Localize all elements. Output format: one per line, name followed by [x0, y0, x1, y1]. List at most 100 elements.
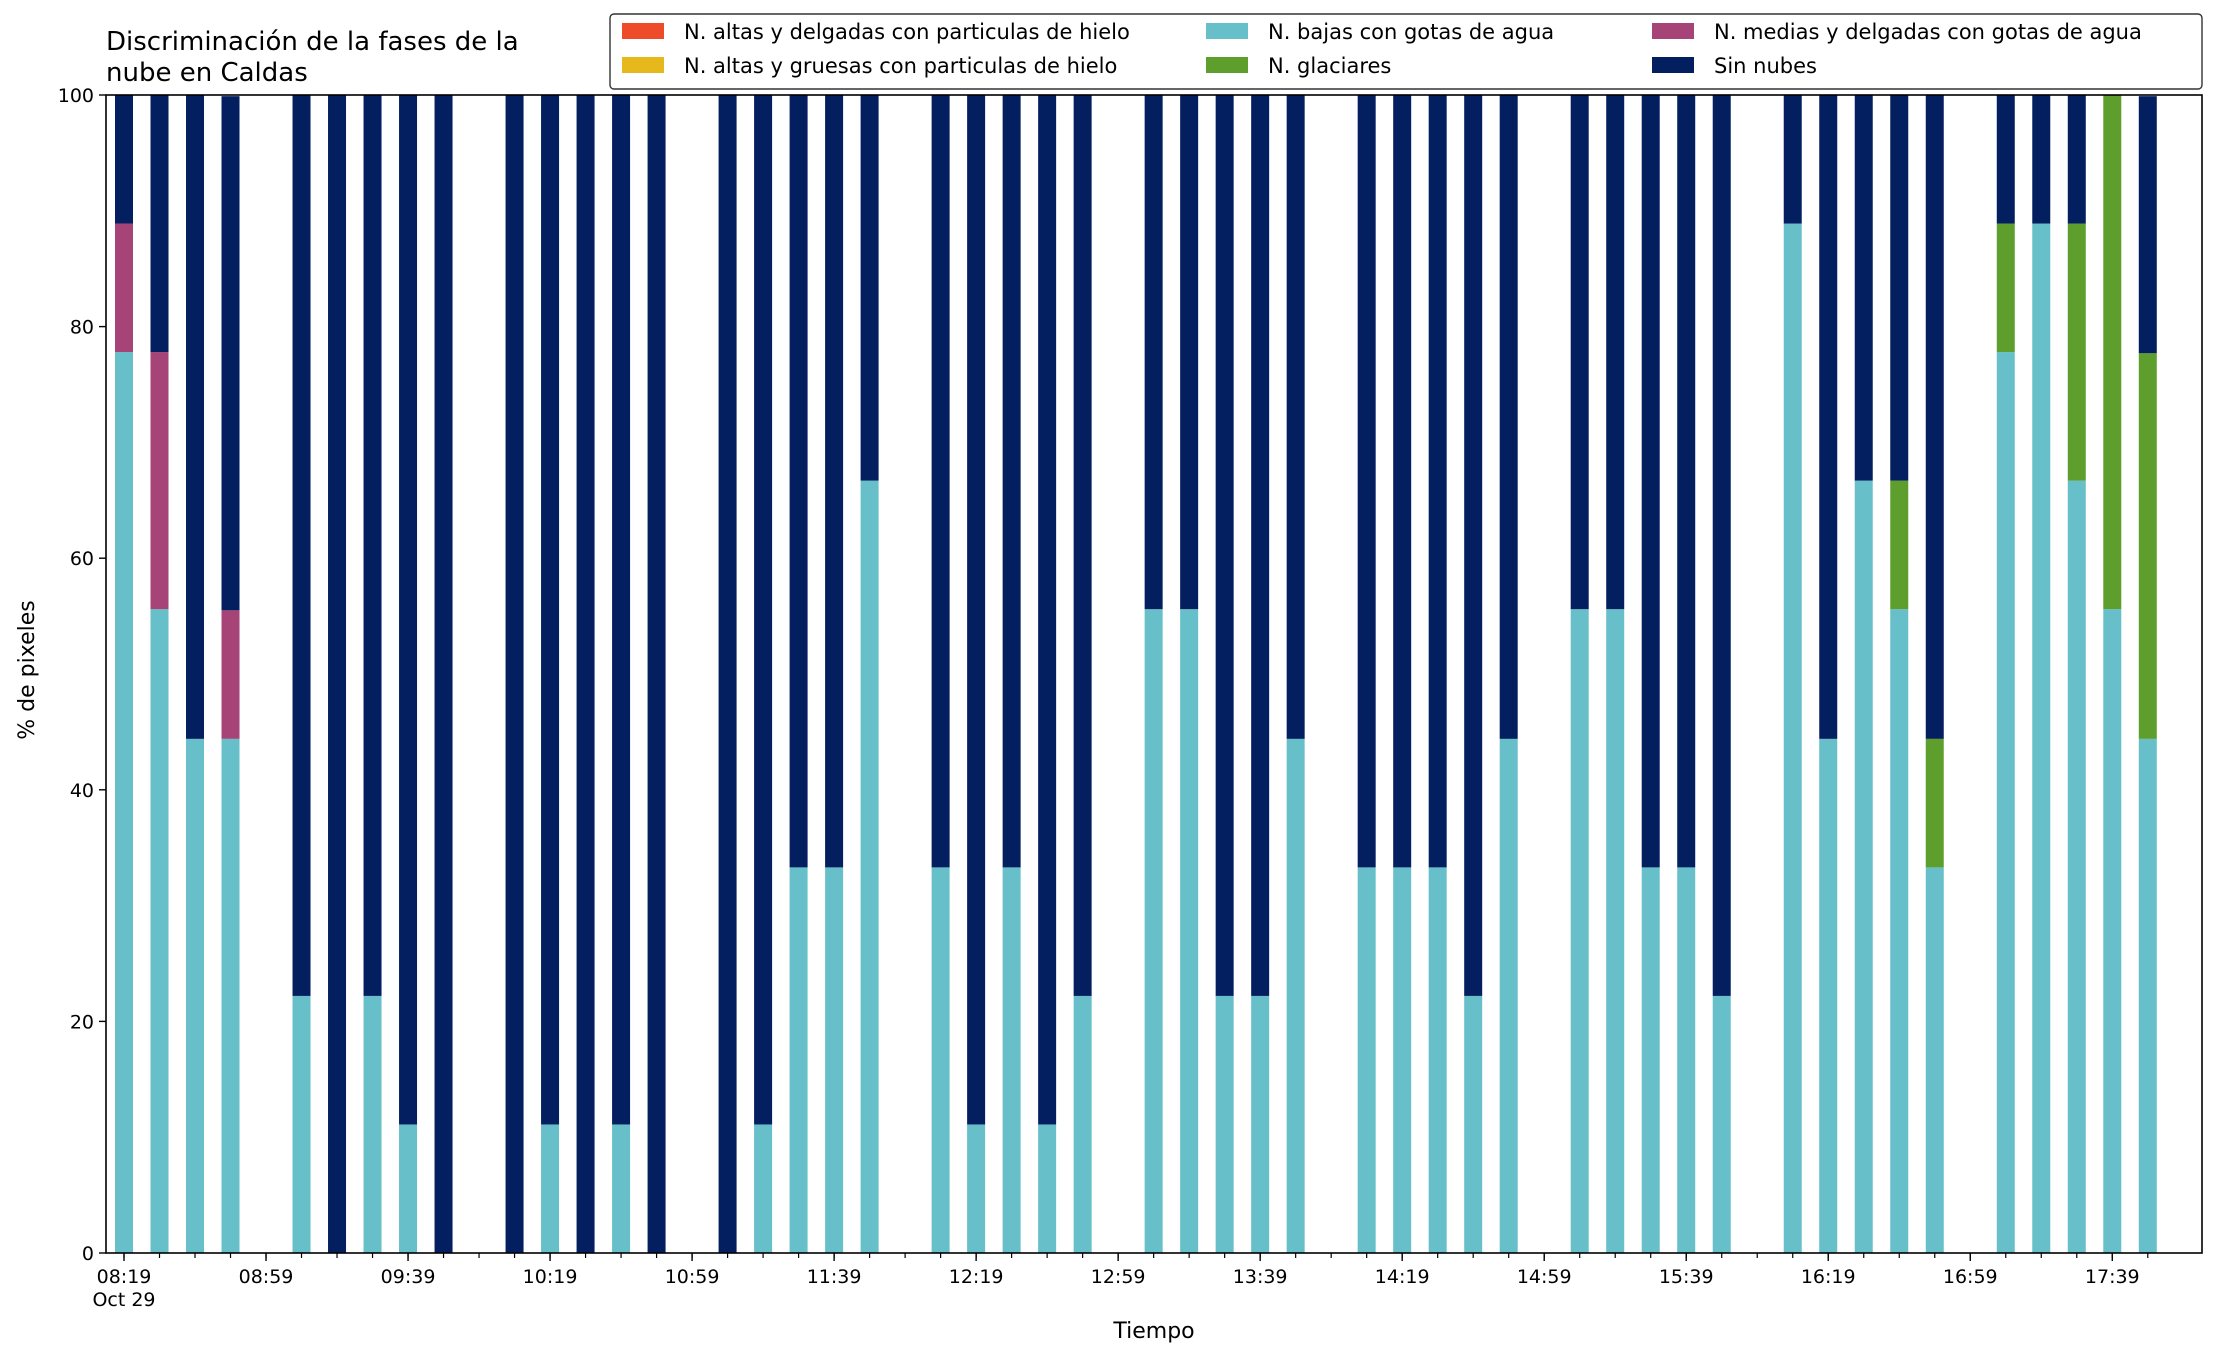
bar-segment — [825, 867, 844, 1253]
x-tick-label: 08:59 — [239, 1266, 294, 1288]
bar-segment — [2103, 95, 2122, 610]
bar-segment — [1251, 95, 1270, 996]
bar-segment — [1712, 95, 1731, 996]
bar-segment — [1819, 95, 1838, 739]
bar-segment — [1925, 95, 1944, 739]
bar-segment — [1996, 352, 2015, 1253]
legend-swatch — [1652, 57, 1694, 73]
x-tick-label: 08:19 — [97, 1266, 152, 1288]
bar-segment — [150, 95, 169, 353]
bar-segment — [1180, 609, 1199, 1253]
x-tick-label: 16:19 — [1801, 1266, 1856, 1288]
bar-segment — [1499, 95, 1518, 739]
bar-segment — [2138, 96, 2157, 354]
bar-segment — [115, 352, 133, 1253]
bar-segment — [2067, 95, 2086, 224]
bars — [115, 95, 2157, 1254]
bar-segment — [363, 95, 382, 996]
legend-swatch — [622, 57, 664, 73]
legend-swatch — [622, 23, 664, 39]
bar-segment — [789, 95, 808, 868]
bar-segment — [150, 609, 169, 1253]
bar-segment — [1428, 95, 1447, 868]
legend-box — [609, 13, 2203, 90]
x-tick-label: 09:39 — [381, 1266, 436, 1288]
bar-segment — [1712, 995, 1731, 1253]
x-tick-label: 15:39 — [1659, 1266, 1714, 1288]
x-tick-label: 11:39 — [807, 1266, 862, 1288]
bar-segment — [328, 95, 347, 1253]
bar-segment — [1073, 995, 1092, 1253]
bar-segment — [2103, 609, 2122, 1253]
bar-segment — [1393, 95, 1412, 868]
bar-segment — [186, 95, 205, 739]
bar-segment — [825, 95, 844, 868]
x-tick-label: 10:59 — [665, 1266, 720, 1288]
y-tick-label: 60 — [70, 548, 94, 570]
bar-segment — [1854, 95, 1873, 481]
bar-segment — [150, 352, 169, 610]
bar-segment — [505, 95, 524, 1253]
bar-segment — [1215, 995, 1234, 1253]
x-tick-label: 17:39 — [2085, 1266, 2140, 1288]
bar-segment — [2067, 223, 2086, 481]
bar-segment — [1925, 867, 1944, 1253]
bar-segment — [1677, 867, 1696, 1253]
bar-segment — [1286, 95, 1305, 739]
bar-segment — [1996, 95, 2015, 224]
bar-segment — [1144, 95, 1163, 610]
y-tick-label: 40 — [70, 780, 94, 802]
bar-segment — [221, 96, 240, 611]
bar-segment — [1819, 738, 1838, 1253]
bar-segment — [1890, 609, 1909, 1253]
legend-swatch — [1206, 23, 1248, 39]
bar-segment — [754, 1124, 773, 1253]
bar-segment — [541, 1124, 560, 1253]
legend-label: Sin nubes — [1714, 54, 1817, 78]
bar-segment — [1286, 738, 1305, 1253]
bar-segment — [754, 95, 773, 1125]
bar-segment — [860, 95, 879, 481]
bar-segment — [1641, 95, 1660, 868]
legend-label: N. altas y delgadas con particulas de hi… — [684, 20, 1130, 44]
bar-segment — [1890, 480, 1909, 610]
y-tick-label: 80 — [70, 317, 94, 339]
y-tick-label: 100 — [58, 85, 94, 107]
bar-segment — [1357, 95, 1376, 868]
bar-segment — [115, 95, 133, 224]
x-date-label: Oct 29 — [92, 1289, 155, 1311]
bar-segment — [1783, 223, 1802, 1254]
bar-segment — [1393, 867, 1412, 1253]
legend-label: N. medias y delgadas con gotas de agua — [1714, 20, 2142, 44]
legend-label: N. altas y gruesas con particulas de hie… — [684, 54, 1117, 78]
bar-segment — [1499, 738, 1518, 1253]
y-axis-label: % de pixeles — [15, 600, 40, 739]
legend-label: N. bajas con gotas de agua — [1268, 20, 1554, 44]
bar-segment — [1854, 480, 1873, 1253]
x-tick-label: 14:19 — [1375, 1266, 1430, 1288]
bar-segment — [967, 1124, 986, 1253]
bar-segment — [221, 610, 240, 739]
bar-segment — [292, 95, 311, 996]
bar-segment — [860, 480, 879, 1253]
bar-segment — [434, 95, 453, 1253]
bar-segment — [1677, 95, 1696, 868]
legend-swatch — [1206, 57, 1248, 73]
bar-segment — [363, 995, 382, 1253]
bar-segment — [1251, 995, 1270, 1253]
x-axis-label: Tiempo — [1112, 1319, 1194, 1344]
y-tick-label: 0 — [82, 1243, 94, 1265]
bar-segment — [1641, 867, 1660, 1253]
bar-segment — [1570, 609, 1589, 1253]
bar-segment — [612, 95, 631, 1125]
bar-segment — [789, 867, 808, 1253]
bar-segment — [931, 867, 950, 1253]
bar-segment — [221, 738, 240, 1253]
bar-segment — [1038, 95, 1057, 1125]
x-tick-label: 10:19 — [523, 1266, 578, 1288]
bar-segment — [1357, 867, 1376, 1253]
chart-title-line: nube en Caldas — [106, 58, 308, 88]
